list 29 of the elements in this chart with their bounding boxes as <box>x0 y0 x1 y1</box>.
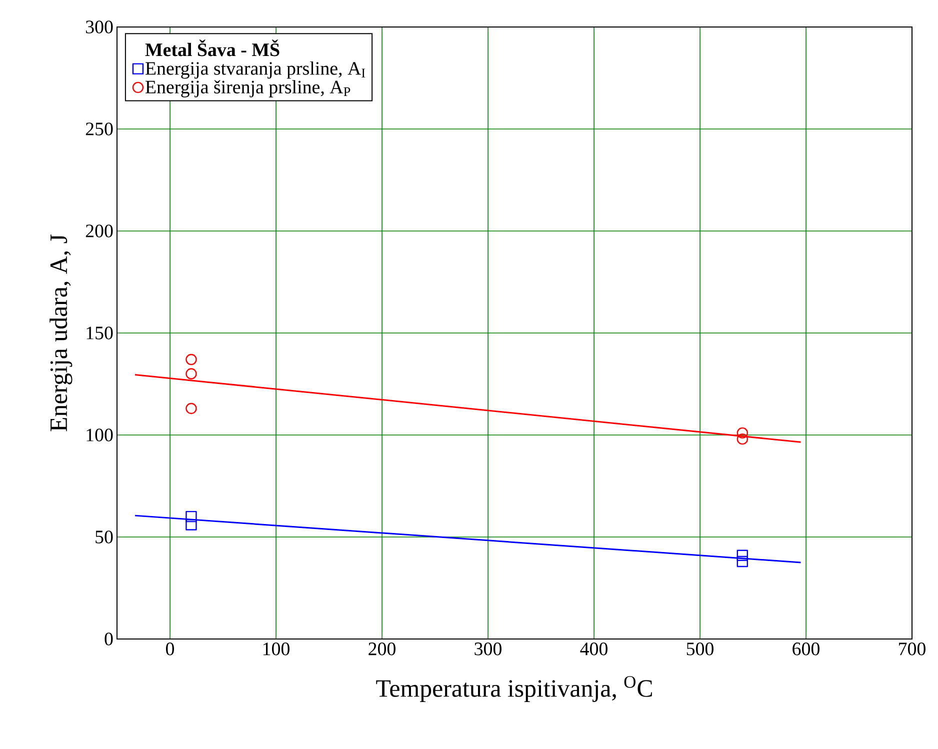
y-tick-label: 200 <box>86 224 113 238</box>
x-tick-label: 0 <box>166 642 174 656</box>
y-tick-label: 300 <box>86 20 113 34</box>
y-tick-label: 100 <box>86 428 113 442</box>
point <box>186 510 197 522</box>
x-axis-title: Temperatura ispitivanja, $^{O}$C <box>376 676 652 702</box>
point <box>736 427 748 439</box>
x-tick-label: 200 <box>368 642 396 656</box>
y-tick-label: 250 <box>86 122 113 136</box>
y-tick-label: 50 <box>96 530 113 544</box>
y-tick-label: 0 <box>104 632 113 646</box>
x-tick-label: 600 <box>792 642 820 656</box>
legend-label: Energija stvaranja prsline, A$_{I}$ <box>146 62 366 79</box>
y-axis-title: Energija udara, A, J <box>50 234 72 432</box>
legend-label: Energija širenja prsline, A$_{P}$ <box>146 80 350 98</box>
x-tick-label: 300 <box>474 642 502 656</box>
x-tick-label: 100 <box>263 642 290 656</box>
x-tick-label: 500 <box>686 642 714 656</box>
point <box>186 519 197 530</box>
x-tick-label: 400 <box>580 642 608 656</box>
y-tick-label: 150 <box>86 326 113 340</box>
point <box>736 556 748 568</box>
point <box>186 402 197 414</box>
point <box>186 368 197 380</box>
point <box>736 433 748 445</box>
point <box>736 550 748 561</box>
legend-title: Metal Šava - MŠ <box>145 40 280 56</box>
point <box>186 354 197 366</box>
x-tick-label: 700 <box>899 642 926 656</box>
